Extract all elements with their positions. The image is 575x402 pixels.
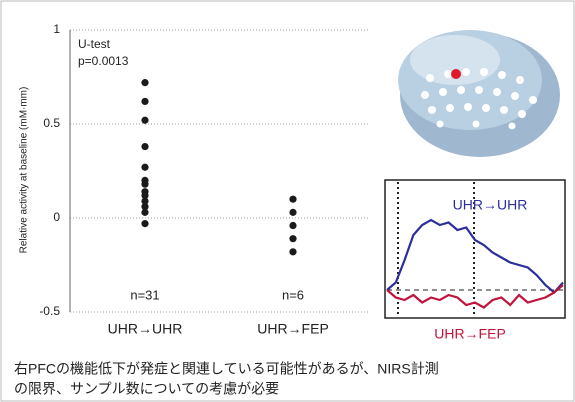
n-label: n=6 <box>282 287 304 302</box>
data-point <box>289 248 296 255</box>
data-point <box>141 220 148 227</box>
x-tick-label: UHR→UHR <box>108 321 183 337</box>
annotation: U-test <box>78 37 111 51</box>
data-point <box>289 235 296 242</box>
data-point <box>289 209 296 216</box>
data-point <box>141 98 148 105</box>
n-label: n=31 <box>130 287 159 302</box>
y-axis-label: Relative activity at baseline (mM·mm) <box>19 87 30 254</box>
data-point <box>141 117 148 124</box>
data-point <box>141 209 148 216</box>
y-tick-label: 1 <box>53 22 60 36</box>
footnote: の限界、サンプル数についての考慮が必要 <box>14 381 279 397</box>
legend-label: UHR→FEP <box>434 326 506 342</box>
data-point <box>141 79 148 86</box>
y-tick-label: 0 <box>53 210 60 224</box>
x-tick-label: UHR→FEP <box>257 321 329 337</box>
annotation: p=0.0013 <box>78 54 129 68</box>
data-point <box>141 164 148 171</box>
footnote: 右PFCの機能低下が発症と関連している可能性があるが、NIRS計測 <box>14 361 439 377</box>
data-point <box>289 222 296 229</box>
data-point <box>141 181 148 188</box>
y-tick-label: 0.5 <box>43 116 60 130</box>
y-tick-label: -0.5 <box>39 304 60 318</box>
chart: U-test p=0.0013 Relative activity at bas… <box>0 0 575 402</box>
data-point <box>289 196 296 203</box>
legend-label: UHR→UHR <box>453 197 528 213</box>
slide: U-test p=0.0013 Relative activity at bas… <box>0 0 575 402</box>
data-point <box>141 143 148 150</box>
